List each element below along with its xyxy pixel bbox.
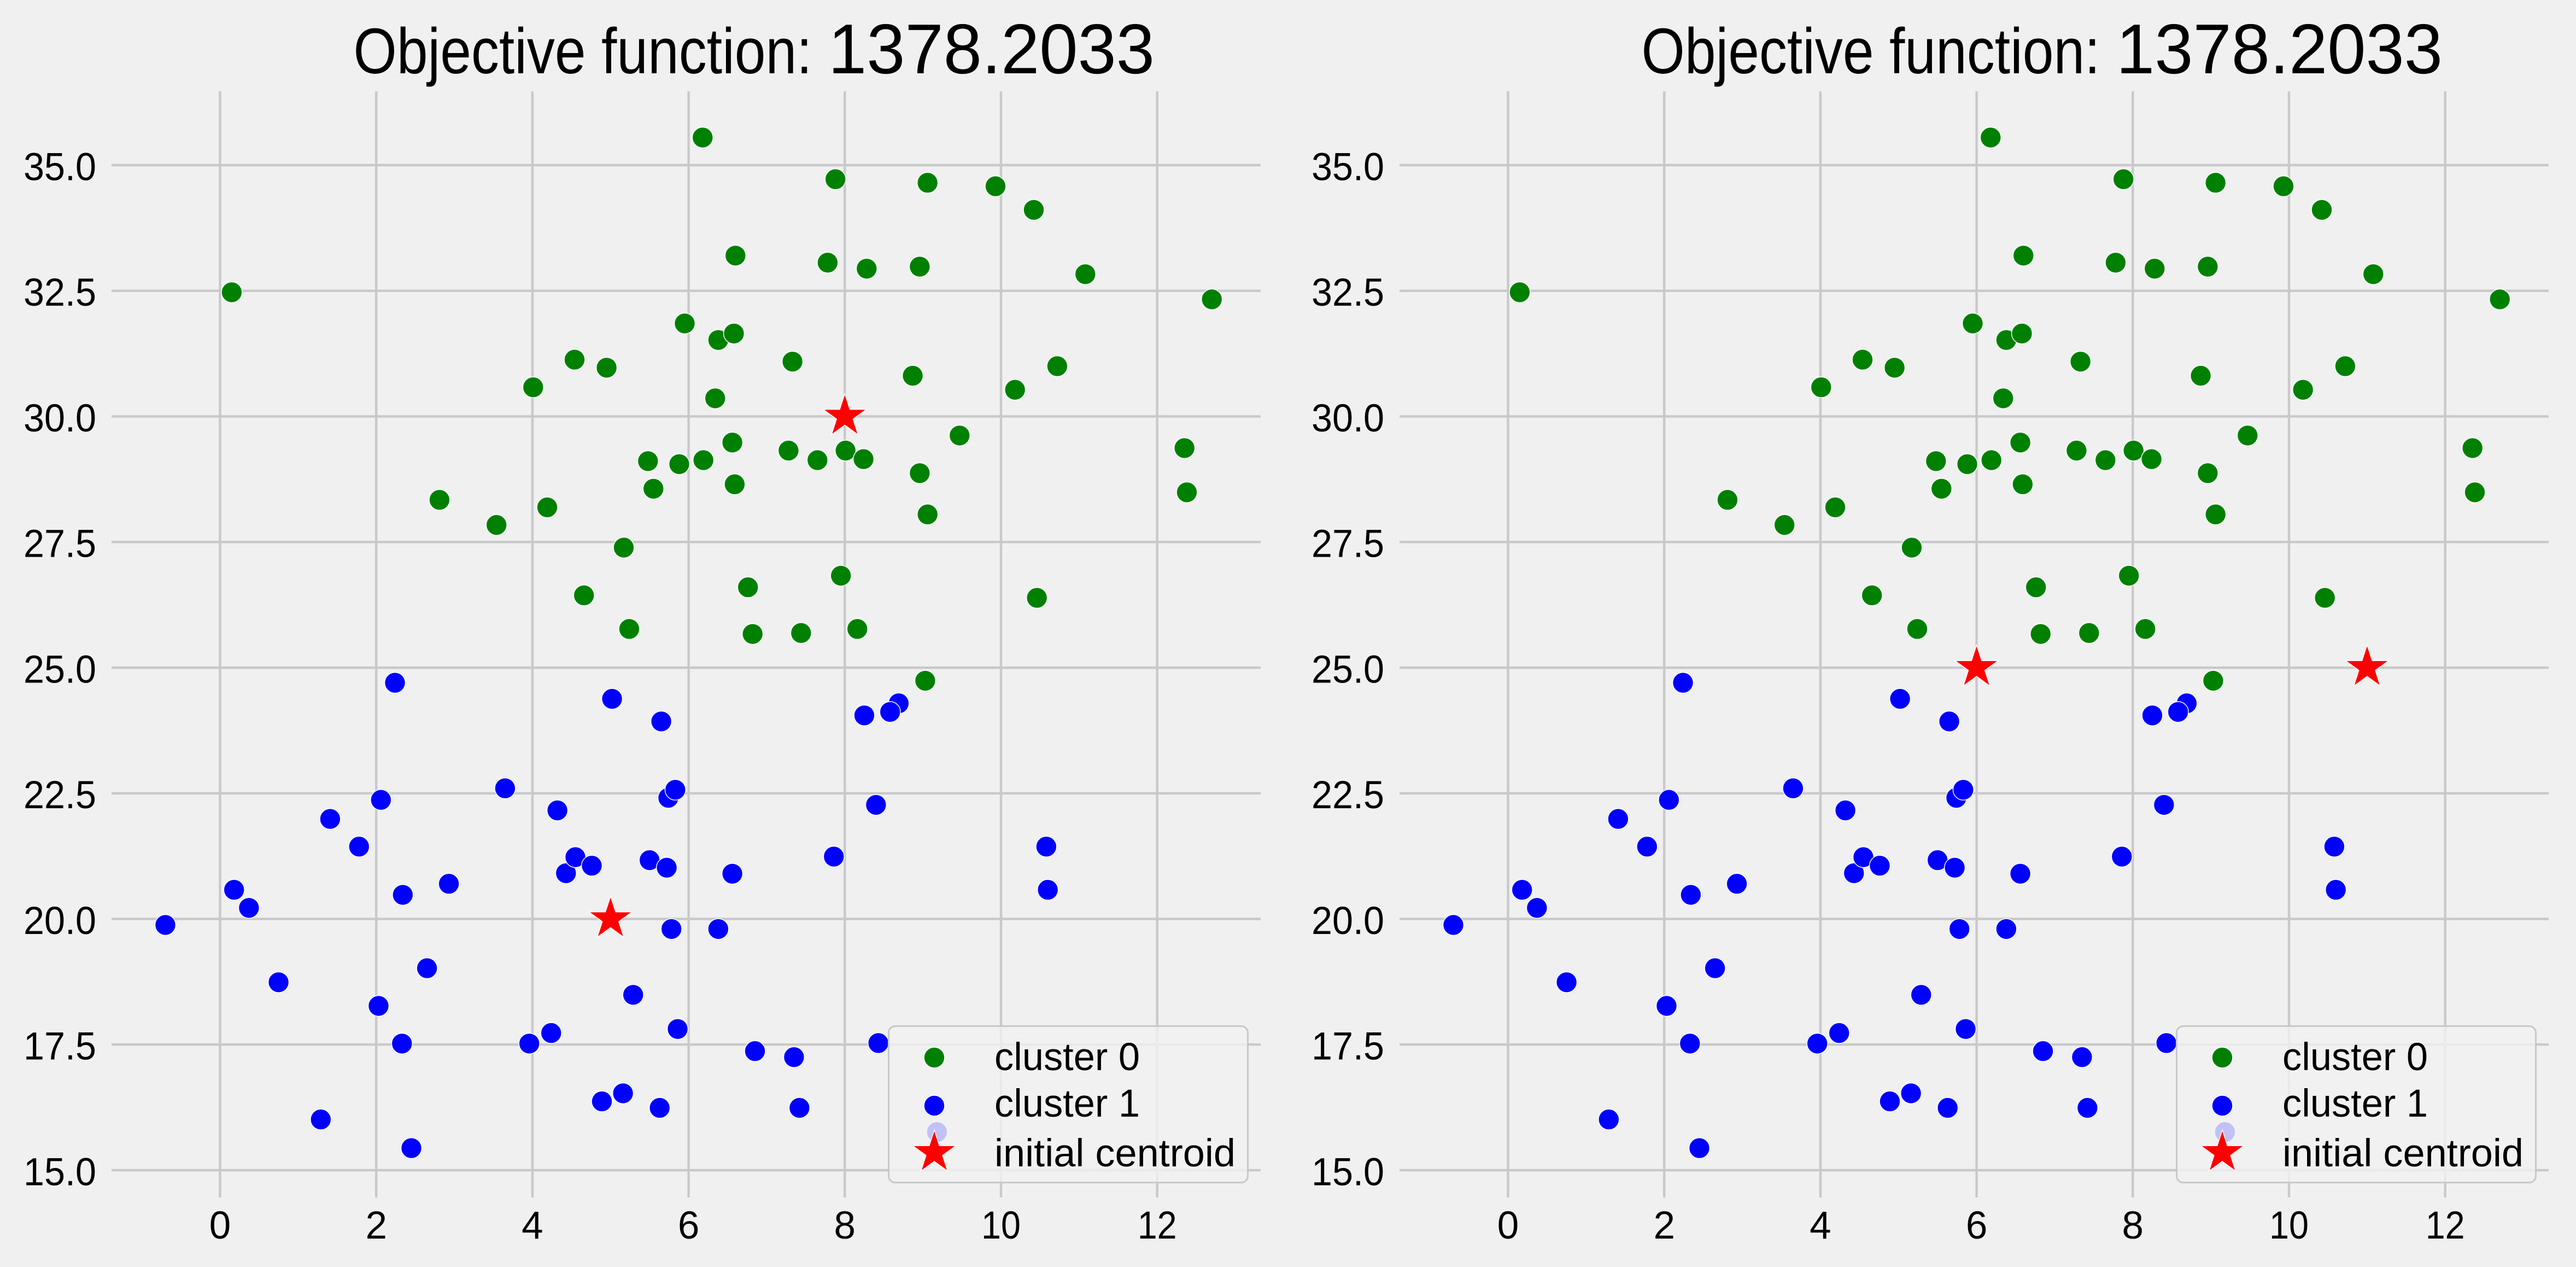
svg-text:0: 0 xyxy=(1497,1204,1519,1247)
svg-text:2: 2 xyxy=(365,1204,387,1247)
svg-text:cluster 0: cluster 0 xyxy=(2282,1036,2428,1079)
svg-text:22.5: 22.5 xyxy=(1312,774,1384,817)
svg-text:10: 10 xyxy=(981,1204,1021,1247)
svg-text:cluster 1: cluster 1 xyxy=(994,1082,1140,1125)
svg-text:20.0: 20.0 xyxy=(1312,900,1384,943)
svg-text:2: 2 xyxy=(1653,1204,1675,1247)
svg-text:cluster 0: cluster 0 xyxy=(994,1036,1140,1079)
svg-text:27.5: 27.5 xyxy=(1312,523,1384,566)
svg-text:0: 0 xyxy=(209,1204,231,1247)
svg-text:Objective function:: Objective function: xyxy=(354,15,812,87)
svg-text:4: 4 xyxy=(522,1204,543,1247)
svg-text:22.5: 22.5 xyxy=(24,774,96,817)
svg-text:25.0: 25.0 xyxy=(24,648,96,691)
svg-text:10: 10 xyxy=(2269,1204,2309,1247)
svg-text:27.5: 27.5 xyxy=(24,523,96,566)
svg-text:25.0: 25.0 xyxy=(1312,648,1384,691)
svg-text:1378.2033: 1378.2033 xyxy=(828,10,1155,89)
svg-text:8: 8 xyxy=(2122,1204,2144,1247)
svg-text:6: 6 xyxy=(1966,1204,1988,1247)
svg-text:15.0: 15.0 xyxy=(1312,1151,1384,1194)
svg-text:30.0: 30.0 xyxy=(1312,397,1384,440)
svg-text:12: 12 xyxy=(1138,1204,1177,1247)
svg-text:1378.2033: 1378.2033 xyxy=(2116,10,2443,89)
svg-text:17.5: 17.5 xyxy=(1312,1025,1384,1069)
svg-text:cluster 1: cluster 1 xyxy=(2282,1082,2428,1125)
svg-text:30.0: 30.0 xyxy=(24,397,96,440)
svg-text:initial centroid: initial centroid xyxy=(994,1132,1236,1175)
svg-text:32.5: 32.5 xyxy=(1312,271,1384,314)
svg-text:35.0: 35.0 xyxy=(24,145,96,189)
svg-text:6: 6 xyxy=(678,1204,700,1247)
svg-text:4: 4 xyxy=(1810,1204,1831,1247)
svg-text:initial centroid: initial centroid xyxy=(2282,1132,2524,1175)
svg-text:17.5: 17.5 xyxy=(24,1025,96,1069)
svg-text:Objective function:: Objective function: xyxy=(1642,15,2100,87)
svg-text:20.0: 20.0 xyxy=(24,900,96,943)
svg-text:8: 8 xyxy=(834,1204,856,1247)
svg-text:32.5: 32.5 xyxy=(24,271,96,314)
svg-text:15.0: 15.0 xyxy=(24,1151,96,1194)
svg-text:12: 12 xyxy=(2426,1204,2465,1247)
svg-text:35.0: 35.0 xyxy=(1312,145,1384,189)
